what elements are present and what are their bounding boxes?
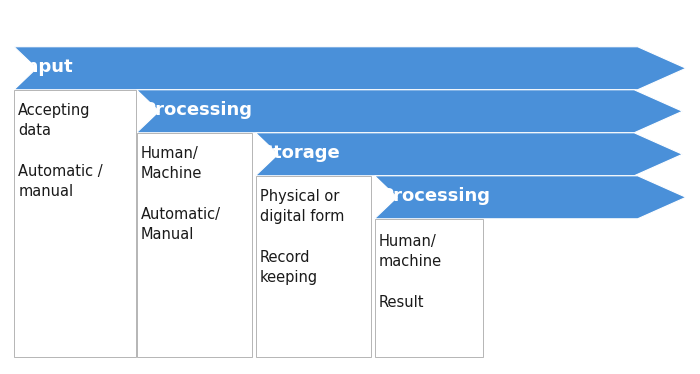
FancyBboxPatch shape (374, 219, 483, 357)
Polygon shape (256, 133, 682, 176)
Text: Processing: Processing (380, 187, 490, 205)
Text: Accepting
data

Automatic /
manual: Accepting data Automatic / manual (18, 103, 103, 199)
FancyBboxPatch shape (136, 133, 252, 357)
Text: Input: Input (20, 58, 74, 76)
Text: Physical or
digital form

Record
keeping: Physical or digital form Record keeping (260, 189, 344, 285)
Text: Human/
Machine

Automatic/
Manual: Human/ Machine Automatic/ Manual (141, 146, 220, 242)
Text: Human/
machine

Result: Human/ machine Result (379, 234, 442, 310)
Polygon shape (136, 90, 682, 133)
Text: Processing: Processing (142, 101, 252, 119)
FancyBboxPatch shape (256, 176, 371, 357)
FancyBboxPatch shape (14, 90, 136, 357)
Text: Storage: Storage (261, 144, 341, 162)
Polygon shape (374, 176, 686, 219)
Polygon shape (14, 47, 686, 90)
